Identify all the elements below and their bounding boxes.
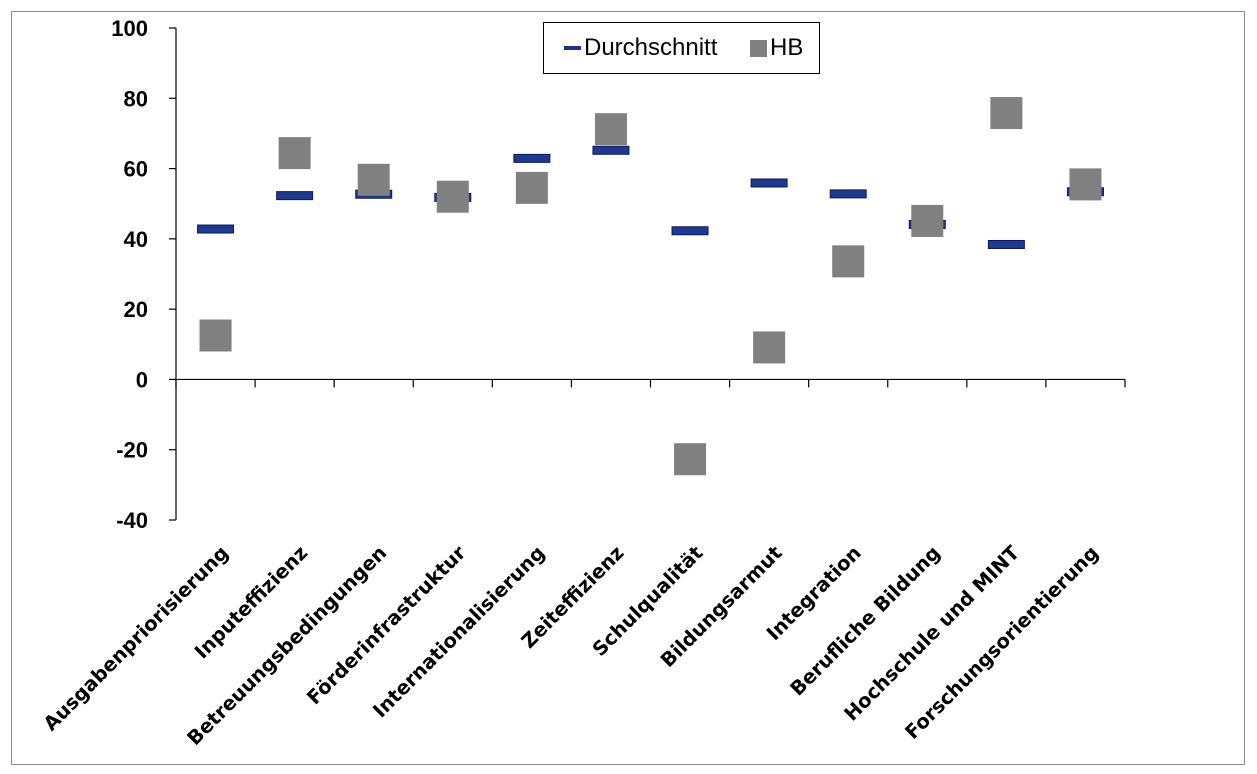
hb-marker	[832, 245, 865, 278]
hb-marker	[911, 204, 944, 237]
axes	[169, 27, 1126, 521]
durchschnitt-marker	[276, 191, 314, 201]
hb-marker	[1069, 168, 1102, 201]
hb-marker	[515, 171, 548, 204]
durchschnitt-marker	[829, 189, 867, 199]
legend-item-hb: HB	[750, 34, 803, 62]
hb-marker	[436, 180, 469, 213]
y-tick-label: 60	[124, 157, 148, 182]
hb-marker	[674, 443, 707, 476]
hb-marker	[357, 163, 390, 196]
legend-label-durchschnitt: Durchschnitt	[584, 34, 718, 61]
x-tick-labels: AusgabenpriorisierungInputeffizienzBetre…	[39, 541, 1103, 750]
y-tick-label: 20	[124, 297, 148, 322]
x-tick-label: Berufliche Bildung	[786, 541, 945, 700]
hb-marker	[278, 137, 311, 170]
durchschnitt-marker	[671, 226, 709, 236]
y-tick-label: 80	[124, 86, 148, 111]
legend-square-icon	[750, 39, 767, 57]
legend-label-hb: HB	[770, 34, 804, 61]
chart-frame	[11, 11, 1245, 765]
y-tick-label: -20	[116, 438, 148, 463]
durchschnitt-marker	[197, 224, 235, 234]
hb-marker	[990, 97, 1023, 130]
legend: Durchschnitt HB	[543, 22, 820, 74]
durchschnitt-marker	[987, 239, 1025, 249]
hb-marker	[199, 319, 232, 352]
hb-marker	[594, 113, 627, 146]
legend-item-durchschnitt: Durchschnitt	[564, 34, 717, 62]
y-tick-label: 0	[136, 367, 148, 392]
y-tick-labels: 100 80 60 40 20 0 -20 -40	[111, 16, 148, 533]
legend-dash-icon	[564, 46, 581, 50]
series-durchschnitt	[197, 145, 1104, 249]
durchschnitt-marker	[750, 178, 788, 188]
durchschnitt-marker	[513, 153, 551, 163]
x-tick-label: Förderinfrastruktur	[302, 541, 470, 709]
y-tick-label: 100	[111, 16, 148, 41]
y-tick-label: 40	[124, 227, 148, 252]
series-hb	[199, 97, 1102, 476]
hb-marker	[753, 331, 786, 364]
durchschnitt-marker	[592, 145, 630, 155]
y-tick-label: -40	[116, 508, 148, 533]
